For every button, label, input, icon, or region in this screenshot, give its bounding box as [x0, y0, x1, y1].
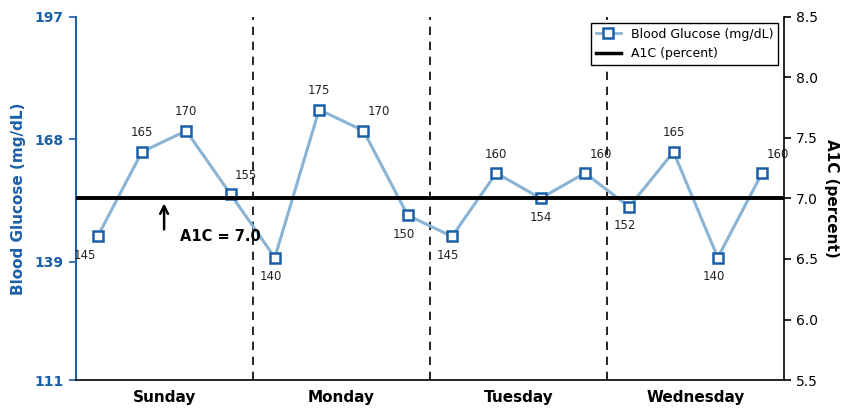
Text: 170: 170	[368, 105, 390, 118]
Y-axis label: Blood Glucose (mg/dL): Blood Glucose (mg/dL)	[11, 102, 26, 295]
Text: 140: 140	[702, 270, 724, 283]
Text: 152: 152	[614, 219, 636, 233]
Text: 145: 145	[436, 249, 459, 262]
Text: 155: 155	[235, 168, 258, 182]
Text: A1C = 7.0: A1C = 7.0	[179, 229, 260, 244]
Text: 160: 160	[589, 148, 612, 161]
Text: 175: 175	[308, 84, 331, 97]
Text: 145: 145	[73, 249, 95, 262]
Text: 154: 154	[530, 211, 552, 224]
Legend: Blood Glucose (mg/dL), A1C (percent): Blood Glucose (mg/dL), A1C (percent)	[591, 23, 778, 65]
Text: 165: 165	[662, 126, 685, 139]
Text: 150: 150	[392, 228, 415, 241]
Text: 165: 165	[131, 126, 153, 139]
Text: 140: 140	[259, 270, 281, 283]
Text: 170: 170	[175, 105, 197, 118]
Text: 160: 160	[485, 148, 507, 161]
Text: 160: 160	[767, 148, 789, 161]
Y-axis label: A1C (percent): A1C (percent)	[824, 139, 839, 258]
